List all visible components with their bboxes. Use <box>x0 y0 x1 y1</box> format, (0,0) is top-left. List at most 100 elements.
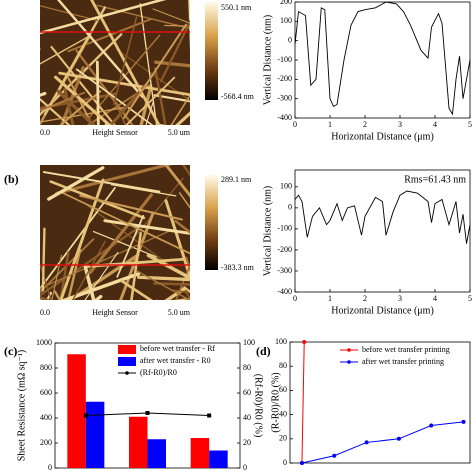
x-tick-label: 3 <box>398 294 402 303</box>
afm-x-label: Height Sensor <box>92 128 138 137</box>
panel-label: (b) <box>4 172 19 186</box>
plot-frame <box>294 1 471 119</box>
y2-tick-label: 100 <box>243 338 255 347</box>
legend-label: after wet transfer printing <box>362 357 444 366</box>
data-point <box>145 411 150 415</box>
y-tick-label: -300 <box>277 93 292 102</box>
data-point <box>396 436 401 441</box>
y-axis-label: Sheet Resistance (mΩ sq⁻¹) <box>16 350 27 462</box>
data-point <box>364 440 369 445</box>
x-tick-label: 5 <box>468 294 472 303</box>
y-tick-label: -200 <box>277 245 292 254</box>
y-tick-label: 60 <box>279 385 287 394</box>
y-tick-label: 0 <box>48 463 52 472</box>
afm-x-end: 5.0 um <box>168 128 191 137</box>
x-axis-label: Horizontal Distance (μm) <box>331 305 434 316</box>
y2-tick-label: 60 <box>243 388 251 397</box>
y2-tick-label: 40 <box>243 413 251 422</box>
x-tick-label: 0 <box>293 294 297 303</box>
y-tick-label: 20 <box>279 434 287 443</box>
y-tick-label: 600 <box>40 388 52 397</box>
y-tick-label: 400 <box>40 413 52 422</box>
legend-label: after wet transfer - R0 <box>140 356 211 365</box>
y2-tick-label: 80 <box>243 363 251 372</box>
y-tick-label: -400 <box>277 113 292 122</box>
y-tick-label: 0 <box>288 35 292 44</box>
afm-x-end: 5.0 um <box>168 308 191 317</box>
data-point <box>429 423 434 428</box>
y-axis-label: Vertical Distance (nm) <box>262 186 273 277</box>
data-point <box>299 461 304 465</box>
legend-swatch <box>125 371 129 375</box>
y2-tick-label: 0 <box>243 463 247 472</box>
y-tick-label: 100 <box>280 182 292 191</box>
colorbar-max: 289.1 nm <box>221 175 252 184</box>
y-tick-label: 0 <box>283 458 287 467</box>
x-tick-label: 1 <box>328 120 332 129</box>
y-tick-label: 200 <box>40 438 52 447</box>
colorbar-max: 550.1 nm <box>221 3 252 12</box>
x-tick-label: 1 <box>328 294 332 303</box>
y-tick-label: 800 <box>40 363 52 372</box>
y-tick-label: 1000 <box>36 338 52 347</box>
bar <box>85 401 105 468</box>
x-tick-label: 0 <box>293 120 297 129</box>
y-tick-label: 40 <box>279 409 287 418</box>
afm-image <box>40 0 190 125</box>
x-axis-label: Horizontal Distance (μm) <box>331 131 434 142</box>
data-point <box>461 419 466 424</box>
data-point <box>332 453 337 458</box>
y-tick-label: -100 <box>277 55 292 64</box>
x-tick-label: 2 <box>363 120 367 129</box>
colorbar-min: -383.3 nm <box>221 263 255 272</box>
panel-label: (d) <box>256 344 271 358</box>
legend-swatch <box>118 357 136 366</box>
colorbar <box>205 175 218 270</box>
bar <box>209 450 228 468</box>
legend-label: before wet transfer - Rf <box>140 344 215 353</box>
data-line <box>301 421 464 464</box>
y-tick-label: 100 <box>275 337 287 346</box>
y-tick-label: 200 <box>280 0 292 6</box>
x-tick-label: 5 <box>468 120 472 129</box>
y2-axis-label: (Rf-R0)/R0 (%) <box>253 374 264 438</box>
y-axis-label: (R-R0)/R0 (%) <box>270 372 281 432</box>
legend-label: (Rf-R0)/R0 <box>140 368 177 377</box>
panel-label: (c) <box>4 344 17 358</box>
colorbar-min: -568.4 nm <box>221 92 255 101</box>
data-point <box>207 413 212 418</box>
data-line <box>294 190 471 244</box>
y-tick-label: -100 <box>277 224 292 233</box>
plot-frame <box>294 169 471 293</box>
data-line <box>301 341 305 464</box>
afm-x-label: Height Sensor <box>92 308 138 317</box>
afm-x-start: 0.0 <box>40 128 50 137</box>
y-tick-label: 0 <box>288 203 292 212</box>
plot-frame <box>289 341 471 464</box>
x-tick-label: 2 <box>363 294 367 303</box>
colorbar <box>205 2 218 100</box>
bar <box>129 416 148 468</box>
legend-swatch <box>118 345 136 354</box>
y2-tick-label: 20 <box>243 438 251 447</box>
x-tick-label: 4 <box>433 120 437 129</box>
data-point <box>83 413 88 418</box>
bar <box>190 438 210 468</box>
legend-swatch <box>347 360 351 364</box>
x-tick-label: 3 <box>398 120 402 129</box>
y-tick-label: 80 <box>279 361 287 370</box>
annotation: Rms=61.43 nm <box>404 174 466 185</box>
data-line <box>294 1 471 116</box>
x-tick-label: 4 <box>433 294 437 303</box>
y-axis-label: Vertical Distance (nm) <box>262 15 273 106</box>
y-tick-label: -200 <box>277 74 292 83</box>
bar <box>147 439 166 468</box>
legend-label: before wet transfer printing <box>362 345 450 354</box>
bar <box>67 354 86 468</box>
y-tick-label: -300 <box>277 266 292 275</box>
legend-swatch <box>347 348 351 352</box>
y-tick-label: -400 <box>277 287 292 296</box>
afm-image <box>40 165 190 300</box>
data-point <box>302 340 307 344</box>
